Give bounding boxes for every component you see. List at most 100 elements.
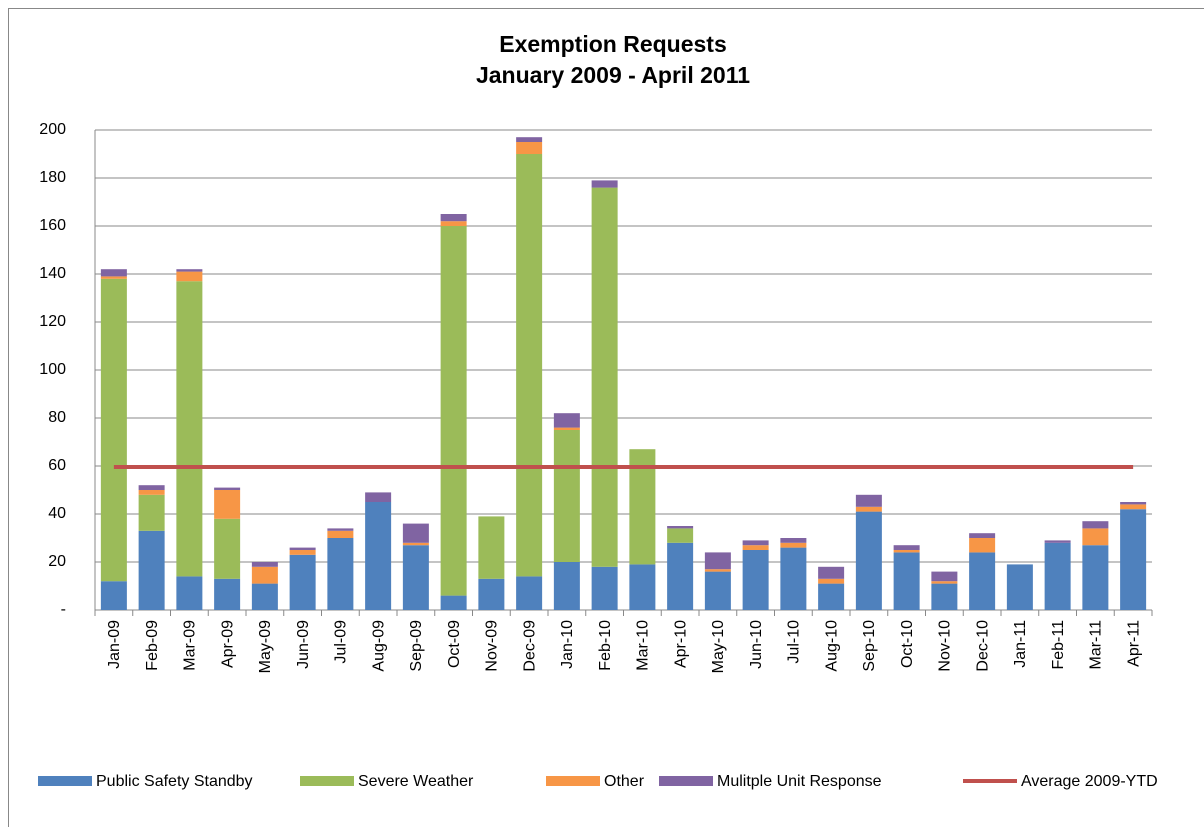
- legend-label: Mulitple Unit Response: [717, 773, 882, 790]
- bar-segment: [591, 566, 618, 610]
- x-tick-label: Jun-09: [295, 620, 312, 669]
- y-tick-label: 200: [39, 121, 66, 138]
- bar-segment: [667, 542, 694, 610]
- bar-segment: [667, 528, 694, 543]
- x-tick-label: Apr-10: [672, 620, 689, 668]
- x-tick-label: Nov-10: [937, 620, 954, 672]
- bar-segment: [176, 269, 203, 272]
- bar-segment: [1120, 509, 1147, 610]
- legend-label: Average 2009-YTD: [1021, 773, 1158, 790]
- bar-segment: [1120, 504, 1147, 510]
- x-tick-label: Oct-10: [899, 620, 916, 668]
- bar-segment: [138, 490, 165, 495]
- x-tick-label: Jul-09: [333, 620, 350, 664]
- bar-segment: [327, 528, 354, 531]
- bar-segment: [516, 154, 543, 577]
- bar-segment: [176, 271, 203, 282]
- bar-segment: [214, 578, 241, 610]
- legend-label: Severe Weather: [358, 773, 474, 790]
- bar-segment: [704, 571, 731, 610]
- y-tick-label: 60: [48, 457, 66, 474]
- bar-segment: [1006, 564, 1033, 610]
- bar-segment: [931, 583, 958, 610]
- y-tick-label: 20: [48, 553, 66, 570]
- bar-segment: [704, 552, 731, 570]
- bar-segment: [176, 281, 203, 577]
- bar-segment: [553, 430, 580, 562]
- bar-segment: [780, 542, 807, 548]
- bar-segment: [478, 516, 505, 579]
- bar-segment: [855, 511, 882, 610]
- bar-segment: [516, 142, 543, 154]
- bar-segment: [818, 566, 845, 579]
- bar-segment: [402, 523, 429, 543]
- bar-segment: [742, 545, 769, 550]
- x-tick-label: Mar-11: [1088, 620, 1105, 670]
- bar-segment: [214, 490, 241, 519]
- y-tick-label: 140: [39, 265, 66, 282]
- bar-segment: [440, 226, 467, 596]
- bar-segment: [440, 214, 467, 222]
- bar-segment: [553, 413, 580, 428]
- x-tick-label: Apr-09: [219, 620, 236, 668]
- x-tick-label: Jan-10: [559, 620, 576, 669]
- x-tick-label: Feb-10: [597, 620, 614, 671]
- x-tick-label: Feb-11: [1050, 620, 1067, 670]
- bar-segment: [553, 562, 580, 610]
- bar-segment: [402, 545, 429, 610]
- bar-segment: [591, 187, 618, 567]
- bar-segment: [931, 581, 958, 584]
- bar-segment: [251, 566, 278, 584]
- x-tick-label: Aug-10: [823, 620, 840, 672]
- x-tick-label: Apr-11: [1125, 620, 1142, 667]
- bar-segment: [214, 487, 241, 490]
- x-tick-label: Dec-09: [521, 620, 538, 672]
- bar-segment: [516, 137, 543, 142]
- x-tick-label: Sep-10: [861, 620, 878, 672]
- y-tick-label: 100: [39, 361, 66, 378]
- bar-segment: [100, 581, 127, 610]
- bar-segment: [969, 538, 996, 553]
- bar-segment: [1120, 502, 1147, 505]
- y-tick-label: 160: [39, 217, 66, 234]
- bar-segment: [138, 530, 165, 610]
- y-tick-label: 80: [48, 409, 66, 426]
- bar-segment: [855, 506, 882, 512]
- legend-label: Public Safety Standby: [96, 773, 253, 790]
- bar-segment: [742, 540, 769, 546]
- x-tick-label: Mar-10: [635, 620, 652, 671]
- bar-segment: [893, 550, 920, 553]
- bar-segment: [591, 180, 618, 188]
- bar-segment: [100, 276, 127, 279]
- bar-segment: [289, 554, 316, 610]
- y-tick-label: -: [61, 601, 66, 618]
- x-tick-label: Sep-09: [408, 620, 425, 672]
- chart-subtitle: January 2009 - April 2011: [476, 62, 750, 88]
- x-tick-label: Jul-10: [786, 620, 803, 664]
- y-tick-label: 120: [39, 313, 66, 330]
- bar-segment: [969, 533, 996, 538]
- bar-segment: [629, 564, 656, 610]
- bar-segment: [138, 485, 165, 490]
- bar-segment: [327, 530, 354, 538]
- bar-segment: [893, 552, 920, 610]
- bar-segment: [780, 547, 807, 610]
- legend-swatch: [659, 776, 713, 786]
- legend-swatch: [300, 776, 354, 786]
- bar-segment: [1044, 540, 1071, 543]
- legend-label: Other: [604, 773, 645, 790]
- bar-segment: [289, 550, 316, 555]
- x-tick-label: May-09: [257, 620, 274, 673]
- bar-segment: [855, 494, 882, 507]
- bar-segment: [818, 578, 845, 584]
- bar-segment: [969, 552, 996, 610]
- bar-segment: [365, 492, 392, 502]
- bar-segment: [289, 547, 316, 550]
- bar-segment: [1082, 545, 1109, 610]
- y-tick-label: 40: [48, 505, 66, 522]
- x-tick-label: Feb-09: [144, 620, 161, 671]
- bar-segment: [516, 576, 543, 610]
- bar-segment: [327, 538, 354, 610]
